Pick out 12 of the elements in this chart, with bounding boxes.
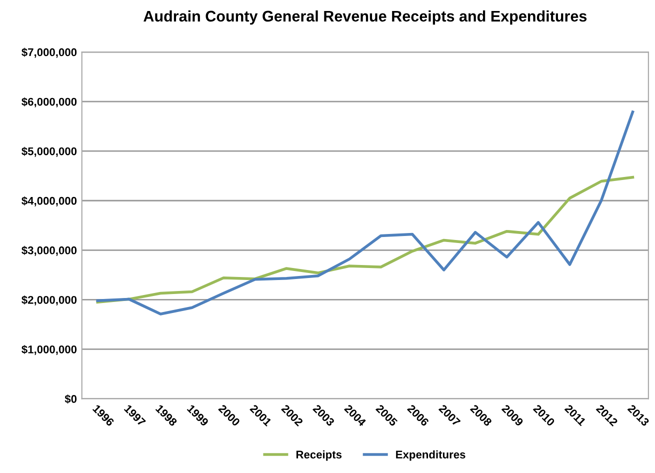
y-tick-label: $7,000,000 [22, 48, 77, 58]
y-tick-label: $3,000,000 [22, 246, 77, 256]
y-tick-label: $4,000,000 [22, 196, 77, 206]
y-tick-label: $5,000,000 [22, 146, 77, 157]
y-tick-label: $1,000,000 [22, 344, 77, 355]
legend-label: Expenditures [396, 450, 466, 461]
legend-label: Receipts [296, 450, 342, 461]
y-tick-label: $6,000,000 [22, 97, 77, 108]
y-tick-label: $2,000,000 [22, 295, 77, 306]
y-tick-label: $0 [64, 394, 77, 404]
line-series [96, 110, 634, 316]
chart-title: Audrain County General Revenue Receipts and Expenditures [144, 10, 587, 25]
